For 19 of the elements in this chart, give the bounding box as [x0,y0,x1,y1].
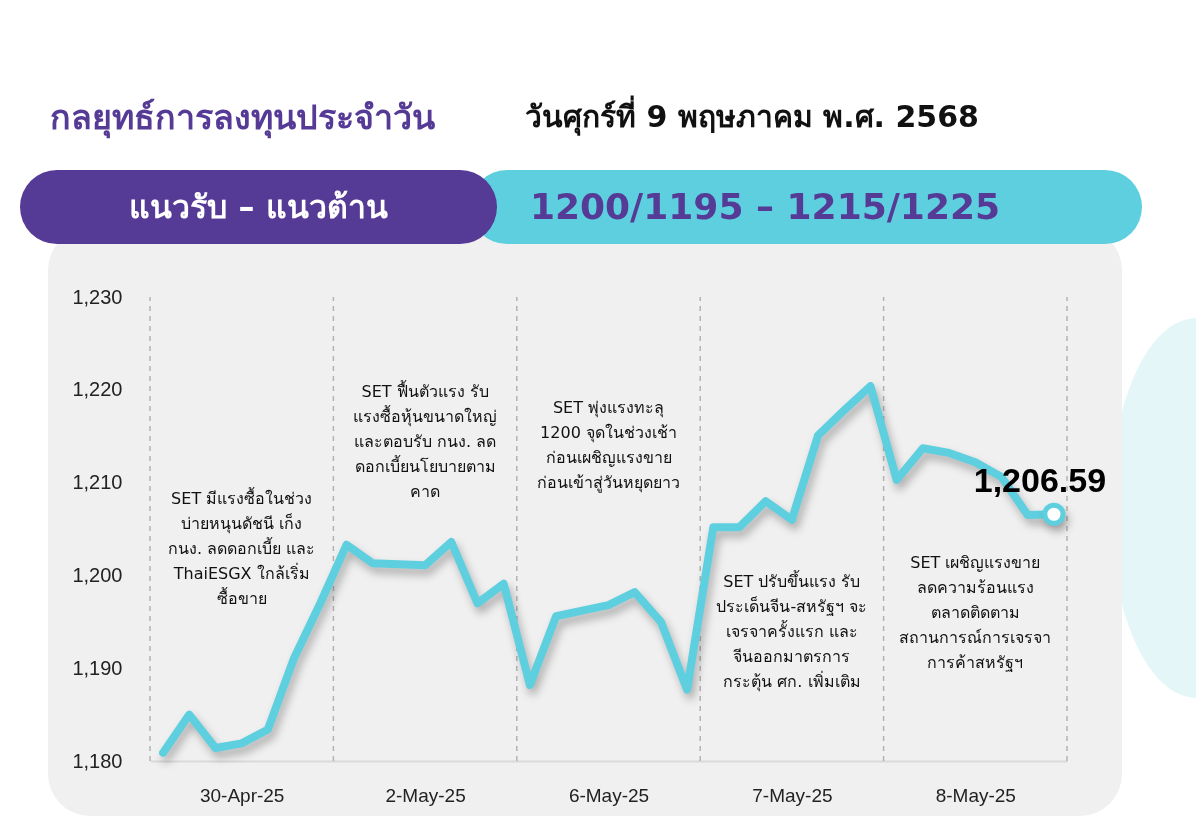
chart-title: กลยุทธ์การลงทุนประจำวัน [50,96,435,141]
y-tick-label: 1,230 [72,285,123,308]
annotation: SET พุ่งแรงทะลุ 1200 จุดในช่วงเช้า ก่อนเผชิญแรงขาย ก่อนเข้าสู่วันหยุดยาว [537,397,680,495]
y-tick-label: 1,180 [72,749,123,772]
annotation: SET ฟื้นตัวแรง รับ แรงซื้อหุ้นขนาดใหญ่ และตอบรับ กนง. ลด ดอกเบี้ยนโยบายตาม คาด [353,379,498,503]
annotation: SET เผชิญแรงขาย ลดความร้อนแรง ตลาดติดตาม สถานการณ์การเจรจา การค้าสหรัฐฯ [899,552,1052,674]
x-tick-label: 6-May-25 [568,784,650,806]
x-tick-label: 30-Apr-25 [199,784,285,806]
x-tick-label: 7-May-25 [752,784,833,806]
chart-subtitle: วันศุกร์ที่ 9 พฤษภาคม พ.ศ. 2568 [525,94,979,138]
y-tick-label: 1,210 [72,471,123,494]
y-tick-label: 1,190 [72,656,123,679]
x-tick-label: 8-May-25 [935,784,1016,806]
y-tick-label: 1,220 [72,378,123,401]
y-tick-label: 1,200 [72,563,123,586]
annotation: SET ปรับขึ้นแรง รับ ประเด็นจีน-สหรัฐฯ จะ เจรจาครั้งแรก และ จีนออกมาตรการ กระตุ้น ศก. เพิ่มเติม [716,569,868,694]
x-tick-label: 2-May-25 [385,784,466,806]
annotation: SET มีแรงซื้อในช่วง บ่ายหนุนดัชนี เก็ง กนง. ลดดอกเบี้ย และ ThaiESGX ใกล้เริ่ม ซื้อขาย [168,486,316,610]
text: 1200/1195 – 1215/1225 [528,185,1002,229]
